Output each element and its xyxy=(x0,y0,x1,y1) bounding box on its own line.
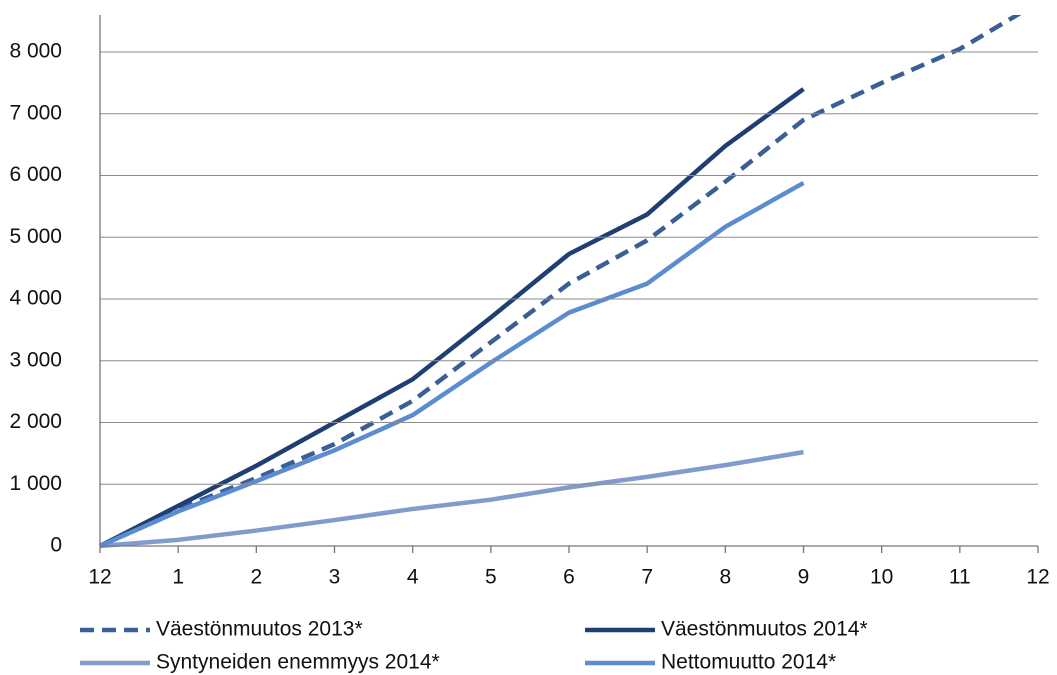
plot-area xyxy=(98,15,1022,549)
x-tick-label: 1 xyxy=(172,566,184,589)
legend-label: Väestönmuutos 2013* xyxy=(156,618,363,641)
x-tick-label: 2 xyxy=(250,566,262,589)
y-tick-label: 5 000 xyxy=(9,225,62,248)
legend-label: Syntyneiden enemmyys 2014* xyxy=(156,651,440,674)
series-line xyxy=(99,449,804,549)
series-line xyxy=(99,15,1022,549)
x-tick-label: 11 xyxy=(949,566,971,589)
series-line xyxy=(98,87,805,549)
x-tick-label: 6 xyxy=(563,566,575,589)
x-tick-label: 9 xyxy=(798,566,810,589)
x-tick-label: 4 xyxy=(407,566,419,589)
legend-label: Nettomuutto 2014* xyxy=(661,651,836,674)
y-tick-label: 2 000 xyxy=(9,410,62,433)
y-tick-label: 4 000 xyxy=(9,287,62,310)
y-tick-label: 8 000 xyxy=(9,40,62,63)
y-tick-label: 7 000 xyxy=(9,101,62,124)
x-tick-label: 12 xyxy=(88,566,111,589)
y-tick-label: 6 000 xyxy=(9,163,62,186)
x-tick-label: 3 xyxy=(329,566,341,589)
x-tick-label: 12 xyxy=(1026,566,1049,589)
x-tick-label: 10 xyxy=(870,566,893,589)
y-tick-label: 1 000 xyxy=(9,472,62,495)
series-line xyxy=(99,180,805,549)
x-tick-label: 8 xyxy=(719,566,731,589)
y-tick-label: 0 xyxy=(50,534,62,557)
x-tick-label: 7 xyxy=(641,566,653,589)
y-tick-label: 3 000 xyxy=(9,348,62,371)
legend-label: Väestönmuutos 2014* xyxy=(661,618,868,641)
x-tick-label: 5 xyxy=(485,566,497,589)
